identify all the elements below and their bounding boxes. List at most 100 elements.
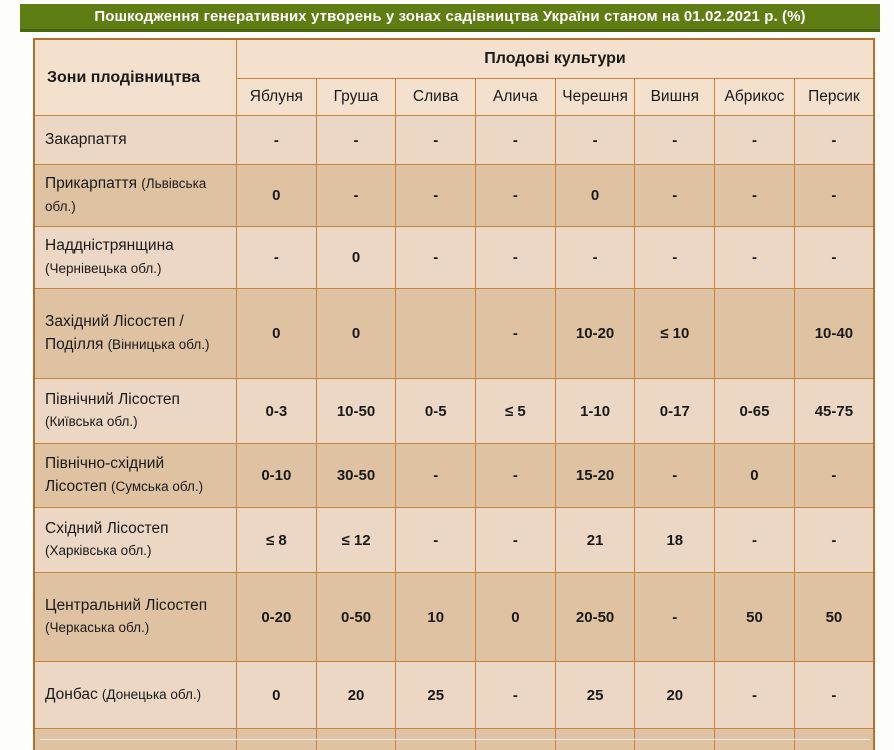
value-cell: - xyxy=(236,115,317,165)
value-cell: - xyxy=(634,226,716,289)
crops-group-header-cell: Плодові культури xyxy=(236,38,875,79)
value-cell: 0 xyxy=(714,443,795,508)
zone-name: Північно-східний Лісостеп xyxy=(45,455,165,495)
column-header-8: Персик xyxy=(793,78,875,116)
value-cell: 50 xyxy=(793,572,875,662)
table-row: Наддністрянщина (Чернівецька обл.) -0- - - -… xyxy=(33,226,875,289)
value-cell: - xyxy=(793,115,875,165)
value-cell: - xyxy=(395,115,477,165)
value-cell: - xyxy=(793,507,875,573)
value-cell: - xyxy=(475,164,556,227)
value-cell: - xyxy=(395,226,477,289)
value-cell: - xyxy=(714,507,795,573)
value-cell: 0 xyxy=(554,164,636,227)
bottom-divider xyxy=(40,739,870,740)
zone-name: Північний Лісостеп xyxy=(45,390,180,408)
value-cell: 20 xyxy=(634,661,716,729)
value-cell xyxy=(395,288,477,379)
value-cell: - xyxy=(714,115,795,165)
table-header: Зони плодівництва Плодові культури Яблун… xyxy=(33,38,875,116)
column-header-1: Яблуня xyxy=(236,78,317,116)
value-cell: ≤ 10 xyxy=(634,288,716,379)
value-cell: 25 xyxy=(395,661,477,729)
value-cell: 0-10 xyxy=(236,443,317,508)
value-cell: - xyxy=(634,572,716,662)
value-cell: 0-20 xyxy=(236,572,317,662)
value-cell: 20-50 xyxy=(554,572,636,662)
zone-label-cell: Донбас (Донецька обл.) xyxy=(33,661,237,729)
value-cell: - xyxy=(793,661,875,729)
value-cell: 30-50 xyxy=(315,443,397,508)
value-cell: 1-10 xyxy=(554,378,636,444)
column-header-3: Слива xyxy=(395,78,477,116)
value-cell: - xyxy=(634,443,716,508)
value-cell: 45-75 xyxy=(793,378,875,444)
value-cell: 21 xyxy=(554,507,636,573)
value-cell: 0-17 xyxy=(634,378,716,444)
zone-oblast: (Сумська обл.) xyxy=(111,478,204,494)
zone-oblast: (Чернівецька обл.) xyxy=(45,260,162,276)
value-cell: - xyxy=(475,443,556,508)
value-cell: 0-3 xyxy=(236,378,317,444)
zone-label-cell: Північно-східний Лісостеп (Сумська обл.) xyxy=(33,443,237,508)
value-cell: - xyxy=(475,115,556,165)
value-cell: ≤ 5 xyxy=(475,378,556,444)
value-cell: - xyxy=(793,164,875,227)
value-cell: 0-5 xyxy=(395,378,477,444)
zone-label-cell: Наддністрянщина (Чернівецька обл.) xyxy=(33,226,237,289)
value-cell: 0 xyxy=(315,226,397,289)
value-cell: - xyxy=(714,226,795,289)
value-cell: - xyxy=(475,226,556,289)
column-header-7: Абрикос xyxy=(714,78,795,116)
page-title: Пошкодження генеративних утворень у зона… xyxy=(94,8,806,25)
value-cell: 10-20 xyxy=(554,288,636,379)
value-cell: 20 xyxy=(315,661,397,729)
value-cell: 0 xyxy=(315,288,397,379)
table-body: Закарпаття - - - - - - - - Прикарпаття (Львівська… xyxy=(33,115,875,750)
value-cell: 0-65 xyxy=(714,378,795,444)
value-cell: - xyxy=(475,507,556,573)
value-cell: 50 xyxy=(714,572,795,662)
value-cell: - xyxy=(395,164,477,227)
value-cell: - xyxy=(395,507,477,573)
table-row: Західний Лісостеп / Поділля (Вінницька о… xyxy=(33,288,875,379)
column-header-6: Вишня xyxy=(634,78,716,116)
column-header-2: Груша xyxy=(315,78,397,116)
zone-label-cell: Центральний Лісостеп (Черкаська обл.) xyxy=(33,572,237,662)
value-cell: - xyxy=(634,115,716,165)
zone-label-cell: Східний Лісостеп (Харківська обл.) xyxy=(33,507,237,573)
value-cell: - xyxy=(714,661,795,729)
zone-oblast: (Вінницька обл.) xyxy=(107,336,210,352)
zone-name: Західний Лісостеп / Поділля xyxy=(45,313,184,353)
value-cell: - xyxy=(554,226,636,289)
value-cell: ≤ 12 xyxy=(315,507,397,573)
value-cell: - xyxy=(236,226,317,289)
zone-name: Центральний Лісостеп xyxy=(45,596,208,614)
column-header-5: Черешня xyxy=(554,78,636,116)
table-row: Прикарпаття (Львівська обл.) 0- - -0- - - xyxy=(33,164,875,227)
zone-label-cell: Північний Лісостеп (Київська обл.) xyxy=(33,378,237,444)
value-cell: 0-50 xyxy=(315,572,397,662)
zone-oblast: (Львівська обл.) xyxy=(45,176,207,214)
table-row: Північно-східний Лісостеп (Сумська обл.)… xyxy=(33,443,875,508)
table-row: Закарпаття - - - - - - - - xyxy=(33,115,875,165)
column-header-4: Алича xyxy=(475,78,556,116)
table-row: Північний Лісостеп (Київська обл.) 0-3 10-… xyxy=(33,378,875,444)
value-cell: - xyxy=(315,115,397,165)
zone-label-cell: Західний Лісостеп / Поділля (Вінницька о… xyxy=(33,288,237,379)
value-cell: - xyxy=(634,164,716,227)
value-cell: - xyxy=(793,443,875,508)
value-cell: - xyxy=(475,661,556,729)
value-cell: 10-40 xyxy=(793,288,875,379)
value-cell: 10-50 xyxy=(315,378,397,444)
crop-columns-row: Яблуня Груша Слива Алича Черешня Вишня Абрикос… xyxy=(34,78,875,116)
value-cell: - xyxy=(714,164,795,227)
value-cell: - xyxy=(554,115,636,165)
zone-oblast: (Київська обл.) xyxy=(45,414,138,430)
value-cell: 0 xyxy=(236,288,317,379)
value-cell xyxy=(714,288,795,379)
zone-label-cell: Прикарпаття (Львівська обл.) xyxy=(33,164,237,227)
zone-label-cell: Закарпаття xyxy=(33,115,237,165)
value-cell: 0 xyxy=(475,572,556,662)
